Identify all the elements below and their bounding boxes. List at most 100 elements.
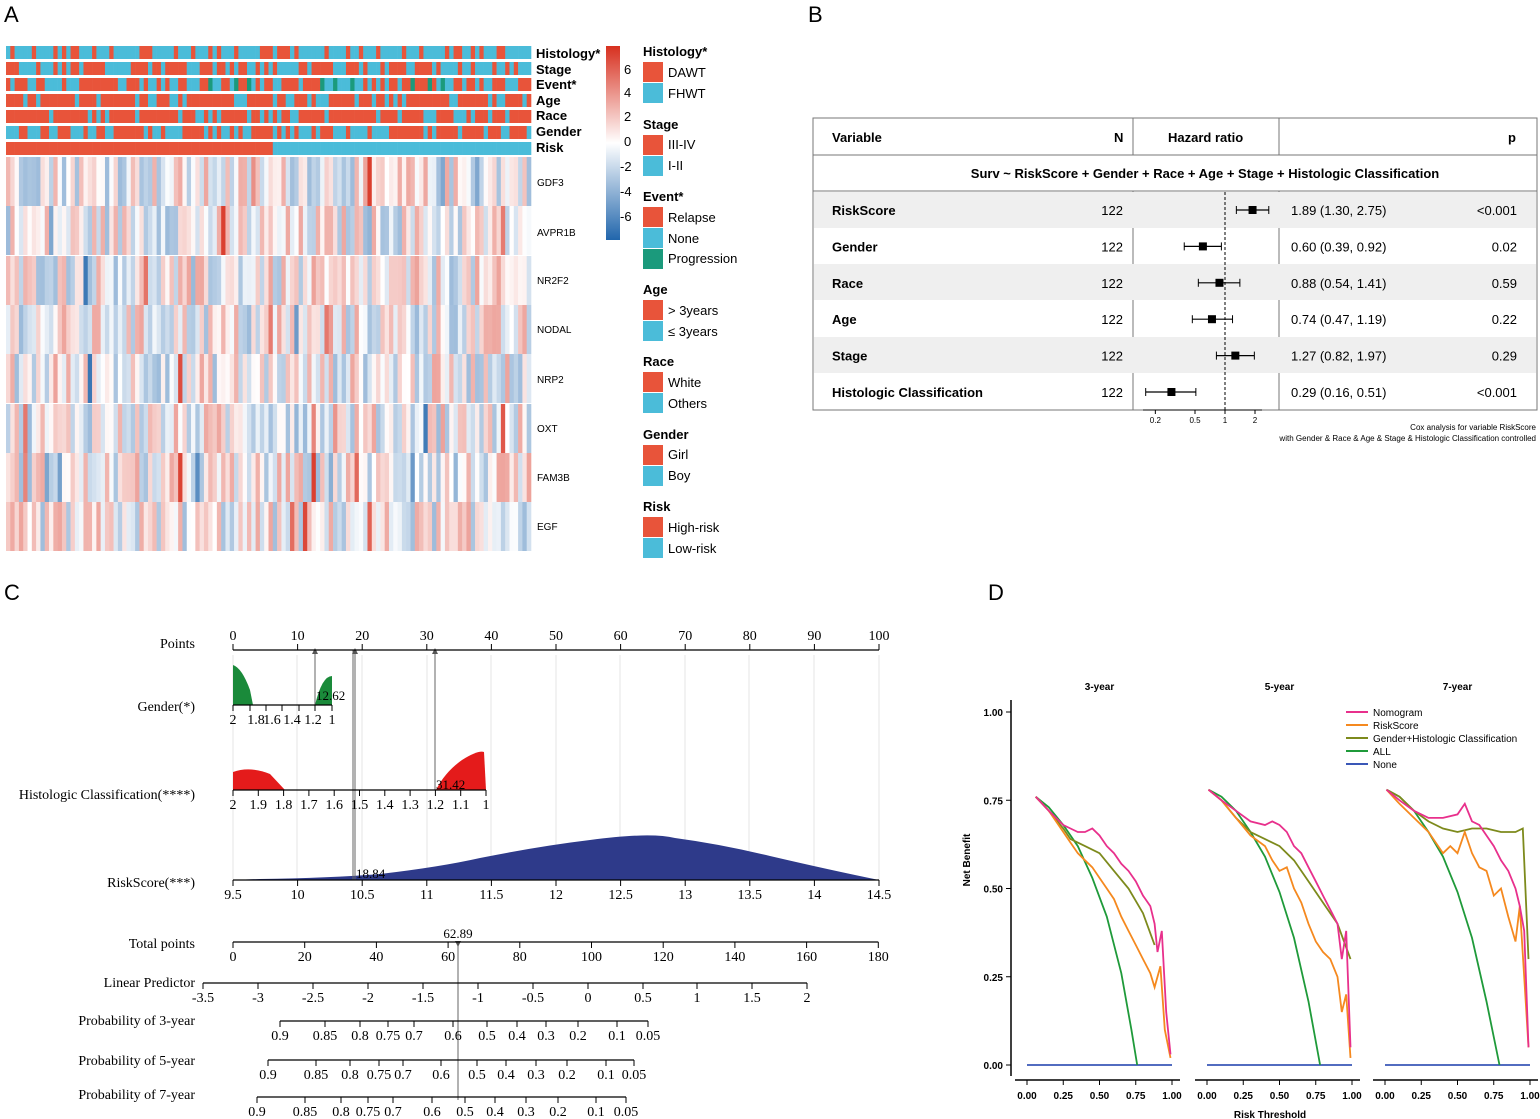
heatmap-cell xyxy=(298,256,304,305)
annotation-cell xyxy=(345,78,351,91)
heatmap-cell xyxy=(49,206,54,255)
hr-point xyxy=(1207,315,1216,324)
header-p: p xyxy=(1508,130,1516,145)
heatmap-cell xyxy=(509,404,515,453)
heatmap-cell xyxy=(117,453,123,502)
dca-curve-gender-histologic-classification xyxy=(1035,796,1156,946)
heatmap-cell xyxy=(148,453,153,502)
annotation-cell xyxy=(367,142,373,155)
heatmap-cell xyxy=(61,157,67,206)
heatmap-cell xyxy=(31,206,37,255)
annotation-cell xyxy=(122,46,127,59)
heatmap-cell xyxy=(333,256,338,305)
heatmap-cell xyxy=(432,404,437,453)
heatmap-cell xyxy=(109,157,114,206)
forest-hr-text: 0.60 (0.39, 0.92) xyxy=(1291,239,1386,254)
annotation-cell xyxy=(268,110,274,123)
heatmap-cell xyxy=(324,502,330,551)
annotation-cell xyxy=(436,142,441,155)
heatmap-cell xyxy=(135,404,140,453)
heatmap-cell xyxy=(109,502,114,551)
heatmap-cell xyxy=(320,453,325,502)
annotation-cell xyxy=(165,94,170,107)
annotation-cell xyxy=(311,46,317,59)
forest-variable: Stage xyxy=(832,349,867,364)
nomogram-tick-label: 2 xyxy=(230,713,237,728)
heatmap-cell xyxy=(83,206,89,255)
heatmap-cell xyxy=(165,305,170,354)
heatmap-cell xyxy=(350,157,355,206)
heatmap-cell xyxy=(87,305,93,354)
annotation-cell xyxy=(518,142,523,155)
heatmap-cell xyxy=(397,256,403,305)
annotation-cell xyxy=(440,126,446,139)
heatmap-cell xyxy=(191,157,196,206)
annotation-cell xyxy=(199,62,205,75)
annotation-cell xyxy=(259,142,265,155)
annotation-cell xyxy=(466,142,472,155)
heatmap-cell xyxy=(358,502,364,551)
heatmap-cell xyxy=(376,305,381,354)
forest-hr-text: 1.89 (1.30, 2.75) xyxy=(1291,203,1386,218)
heatmap-cell xyxy=(371,502,377,551)
annotation-cell xyxy=(432,142,437,155)
annotation-cell xyxy=(315,62,321,75)
annotation-cell xyxy=(341,78,347,91)
annotation-cell xyxy=(74,94,80,107)
heatmap-cell xyxy=(212,404,218,453)
heatmap-cell xyxy=(281,305,287,354)
annotation-cell xyxy=(126,142,132,155)
annotation-cell xyxy=(401,126,407,139)
annotation-cell xyxy=(130,142,136,155)
heatmap-cell xyxy=(221,305,226,354)
heatmap-cell xyxy=(294,305,299,354)
heatmap-cell xyxy=(376,157,381,206)
annotation-cell xyxy=(277,94,282,107)
annotation-cell xyxy=(302,142,308,155)
colorbar-tick: -6 xyxy=(620,209,632,224)
heatmap-cell xyxy=(117,256,123,305)
heatmap-cell xyxy=(341,453,347,502)
heatmap-cell xyxy=(487,354,493,403)
annotation-cell xyxy=(246,94,252,107)
heatmap-cell xyxy=(203,354,209,403)
annotation-cell xyxy=(358,62,364,75)
heatmap-cell xyxy=(79,206,84,255)
annotation-cell xyxy=(40,62,46,75)
heatmap-cell xyxy=(268,453,274,502)
heatmap-cell xyxy=(221,453,226,502)
heatmap-cell xyxy=(92,502,97,551)
annotation-cell xyxy=(212,62,218,75)
annotation-cell xyxy=(380,62,385,75)
nomogram-tick-label: 1.8 xyxy=(247,713,265,728)
annotation-cell xyxy=(169,78,175,91)
heatmap-cell xyxy=(358,157,364,206)
annotation-cell xyxy=(376,142,381,155)
annotation-cell xyxy=(191,110,196,123)
annotation-cell xyxy=(298,78,304,91)
heatmap-cell xyxy=(333,206,338,255)
heatmap-cell xyxy=(285,354,291,403)
heatmap-cell xyxy=(229,256,235,305)
annotation-cell xyxy=(126,94,132,107)
annotation-cell xyxy=(70,62,76,75)
heatmap-cell xyxy=(487,157,493,206)
legend-swatch xyxy=(643,135,663,155)
nomogram-tick-label: 12.5 xyxy=(608,888,633,903)
heatmap-cell xyxy=(376,354,381,403)
heatmap-cell xyxy=(436,157,441,206)
heatmap-cell xyxy=(345,502,351,551)
heatmap-cell xyxy=(444,157,450,206)
heatmap-cell xyxy=(337,157,342,206)
annotation-cell xyxy=(40,94,46,107)
annotation-cell xyxy=(87,94,93,107)
annotation-cell xyxy=(487,110,493,123)
heatmap-cell xyxy=(31,404,37,453)
heatmap-cell xyxy=(18,453,24,502)
heatmap-cell xyxy=(268,404,274,453)
annotation-cell xyxy=(302,46,308,59)
heatmap-cell xyxy=(414,256,420,305)
heatmap-cell xyxy=(126,157,132,206)
heatmap-cell xyxy=(380,404,385,453)
heatmap-cell xyxy=(307,206,312,255)
